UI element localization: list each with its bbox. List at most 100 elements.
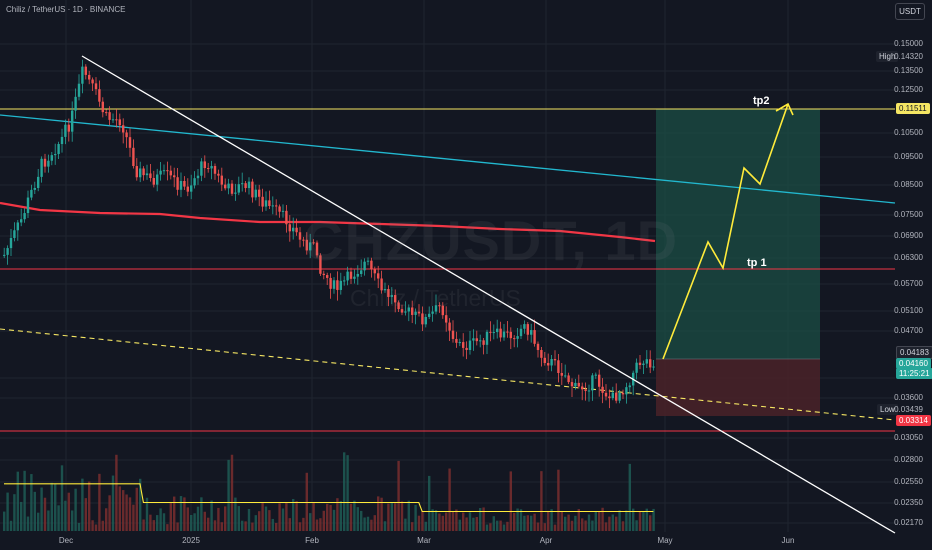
volume-bar xyxy=(587,514,591,531)
volume-bar xyxy=(479,508,482,531)
volume-bar xyxy=(485,524,489,531)
time-label: Jun xyxy=(781,536,795,545)
volume-bar xyxy=(258,511,261,531)
candle-body xyxy=(536,343,540,351)
candle-body xyxy=(608,396,611,399)
volume-bar xyxy=(241,520,244,531)
volume-bar xyxy=(98,473,101,531)
volume-bar xyxy=(530,515,533,531)
price-tick: 0.09500 xyxy=(894,152,923,161)
volume-bar xyxy=(230,454,234,531)
volume-bar xyxy=(540,471,543,531)
candle-body xyxy=(94,83,98,90)
candle-body xyxy=(298,232,302,240)
candle-body xyxy=(43,158,47,167)
volume-bar xyxy=(183,497,186,531)
candle-body xyxy=(278,206,281,212)
volume-bar xyxy=(577,509,580,531)
candle-body xyxy=(312,242,315,244)
volume-bar xyxy=(166,524,169,531)
volume-bar xyxy=(584,520,587,531)
volume-bar xyxy=(94,524,98,531)
volume-bar xyxy=(564,516,567,531)
candle-body xyxy=(649,359,652,368)
candle-body xyxy=(50,155,53,161)
candle-body xyxy=(366,260,370,262)
candle-body xyxy=(360,270,363,274)
candle-body xyxy=(217,173,220,176)
candle-body xyxy=(271,205,274,207)
volume-bar xyxy=(288,518,291,531)
candle-body xyxy=(441,305,444,316)
volume-bar xyxy=(234,497,237,531)
candle-body xyxy=(305,239,308,251)
candle-body xyxy=(377,273,380,279)
volume-bar xyxy=(33,491,36,531)
candle-body xyxy=(258,189,261,197)
candle-body xyxy=(380,278,383,291)
volume-bar xyxy=(349,503,353,531)
price-tick: 0.03600 xyxy=(894,393,923,402)
volume-bar xyxy=(424,521,427,531)
candle-body xyxy=(414,311,417,315)
volume-bar xyxy=(9,520,13,531)
volume-bar xyxy=(543,523,546,531)
price-tick: 0.04700 xyxy=(894,326,923,335)
volume-bar xyxy=(519,509,523,531)
volume-bar xyxy=(475,516,478,531)
candle-body xyxy=(475,338,478,342)
volume-bar xyxy=(247,509,251,531)
candle-body xyxy=(251,181,254,198)
volume-bar xyxy=(417,515,421,531)
candle-body xyxy=(237,184,240,193)
volume-bar xyxy=(162,513,166,531)
volume-bar xyxy=(594,511,597,531)
candle-body xyxy=(516,336,519,339)
volume-bar xyxy=(210,500,213,531)
candle-body xyxy=(244,183,247,189)
candle-body xyxy=(553,359,557,361)
target-price-tag: 0.11511 xyxy=(896,103,930,114)
channel-line xyxy=(0,114,896,204)
candle-body xyxy=(431,311,434,314)
candle-body xyxy=(404,311,407,313)
candle-body xyxy=(346,271,349,281)
candle-body xyxy=(438,305,441,307)
volume-bar xyxy=(346,455,349,531)
high-label: High xyxy=(876,51,899,62)
volume-bar xyxy=(397,460,400,531)
candle-body xyxy=(363,261,366,271)
candle-body xyxy=(23,213,26,220)
volume-bar xyxy=(37,512,40,531)
currency-button[interactable]: USDT xyxy=(895,3,925,20)
candle-body xyxy=(196,175,200,179)
candles xyxy=(3,59,655,409)
candle-body xyxy=(145,173,149,176)
candle-body xyxy=(339,280,342,290)
candle-body xyxy=(448,322,451,331)
candle-body xyxy=(509,331,512,339)
candle-body xyxy=(462,342,465,348)
candle-body xyxy=(397,302,400,310)
volume-bar xyxy=(142,519,145,531)
volume-bar xyxy=(550,509,553,531)
volume-bar xyxy=(298,522,302,531)
volume-bar xyxy=(237,506,240,531)
volume-bar xyxy=(451,511,455,531)
volume-bar xyxy=(547,510,550,531)
candle-body xyxy=(601,386,604,393)
candle-body xyxy=(598,374,601,387)
volume-bar xyxy=(390,502,393,531)
volume-bar xyxy=(441,515,444,531)
candle-body xyxy=(91,79,94,84)
volume-bar xyxy=(186,507,189,531)
loss-zone xyxy=(656,359,820,416)
volume-bar xyxy=(652,508,655,531)
volume-bar xyxy=(553,524,557,531)
volume-bar xyxy=(377,496,380,531)
volume-bar xyxy=(281,508,285,531)
volume-bar xyxy=(101,520,104,531)
candle-body xyxy=(496,328,499,333)
candle-body xyxy=(20,219,23,223)
